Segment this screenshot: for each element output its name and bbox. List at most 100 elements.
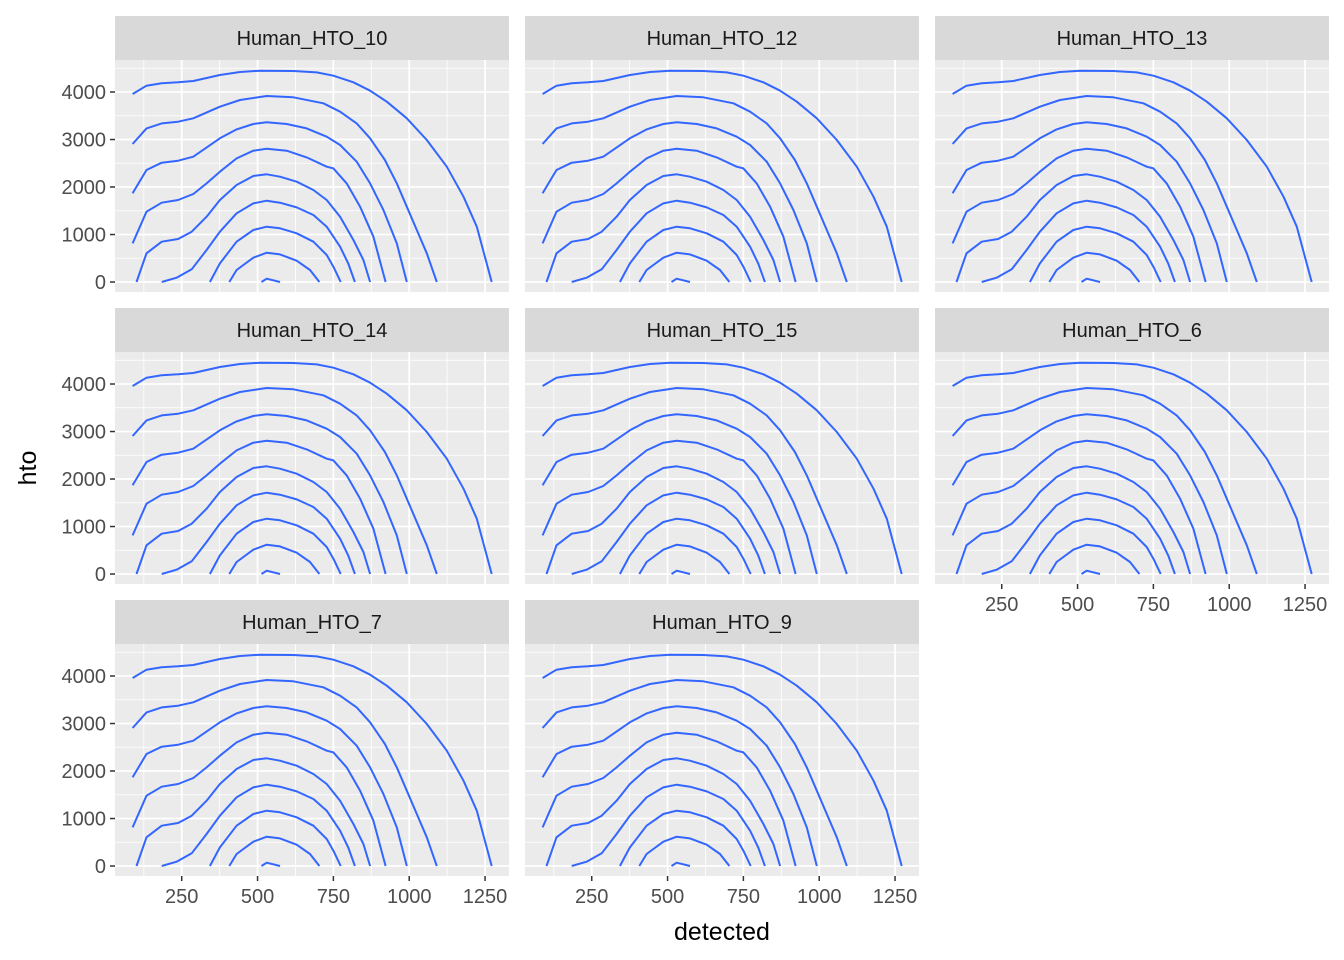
contour-line	[545, 757, 782, 867]
x-tick-label: 1000	[1207, 594, 1252, 616]
contour-line	[619, 517, 752, 575]
y-tick-label: 2000	[62, 761, 107, 783]
contour-line	[951, 387, 1258, 575]
contour-line	[955, 465, 1192, 575]
contour-line	[542, 653, 903, 867]
contour-line	[131, 731, 387, 867]
panel-background	[935, 60, 1329, 292]
facet-strip	[525, 600, 919, 644]
contour-line	[1029, 225, 1162, 283]
x-tick-label: 250	[165, 886, 198, 908]
x-tick-label: 750	[727, 886, 760, 908]
facet-strip	[115, 600, 509, 644]
y-tick-label: 3000	[62, 130, 107, 152]
facet-strip-label: Human_HTO_9	[652, 612, 792, 634]
contour-line	[571, 783, 766, 867]
y-tick-label: 0	[95, 564, 106, 586]
contour-line	[131, 679, 438, 867]
x-tick-label: 1000	[797, 886, 842, 908]
contour-line	[955, 173, 1192, 283]
contour-line	[1048, 543, 1141, 575]
y-tick-label: 2000	[62, 177, 107, 199]
contour-line	[132, 69, 493, 283]
facet-strip	[525, 308, 919, 352]
facet-strip-label: Human_HTO_15	[647, 320, 798, 342]
contour-line	[619, 809, 752, 867]
contour-line	[541, 705, 818, 867]
contour-line	[541, 731, 797, 867]
panel-background	[935, 352, 1329, 584]
contour-line	[951, 121, 1228, 283]
contour-line	[638, 835, 731, 867]
facet-panel: Human_HTO_14 0 1000 2000 3000 4000	[62, 308, 509, 586]
facet-strip-label: Human_HTO_13	[1057, 28, 1208, 50]
contour-line	[541, 439, 797, 575]
contour-line	[131, 147, 387, 283]
facet-panel: Human_HTO_10 0 1000 2000 3000 4000	[62, 16, 509, 294]
x-tick-label: 250	[575, 886, 608, 908]
contour-line	[228, 835, 321, 867]
facet-panel: Human_HTO_15	[525, 308, 919, 584]
x-tick-label: 1250	[463, 886, 508, 908]
panel-background	[115, 60, 509, 292]
contour-line	[228, 543, 321, 575]
contour-line	[132, 653, 493, 867]
contour-line	[161, 491, 356, 575]
contour-line	[260, 569, 281, 575]
facet-panel: Human_HTO_6 250 500 750 1000 1250	[935, 308, 1329, 616]
x-tick-label: 750	[317, 886, 350, 908]
contour-line	[670, 861, 691, 867]
contour-line	[545, 173, 782, 283]
y-tick-label: 0	[95, 856, 106, 878]
contour-line	[131, 439, 387, 575]
panel-background	[115, 644, 509, 876]
contour-line	[209, 225, 342, 283]
facet-strip-label: Human_HTO_10	[237, 28, 388, 50]
contour-line	[541, 121, 818, 283]
contour-line	[638, 543, 731, 575]
contour-line	[541, 387, 848, 575]
contour-line	[135, 465, 372, 575]
contour-line	[541, 95, 848, 283]
contour-line	[542, 361, 903, 575]
contour-line	[670, 277, 691, 283]
contour-line	[131, 95, 438, 283]
x-tick-label: 1000	[387, 886, 432, 908]
facet-panel: Human_HTO_9 250 500 750 1000 1250	[525, 600, 919, 908]
facet-strip	[115, 16, 509, 60]
y-tick-label: 4000	[62, 374, 107, 396]
contour-line	[209, 517, 342, 575]
contour-line	[619, 225, 752, 283]
x-tick-label: 1250	[1283, 594, 1328, 616]
y-tick-label: 3000	[62, 714, 107, 736]
contour-line	[951, 413, 1228, 575]
x-tick-label: 750	[1137, 594, 1170, 616]
y-tick-label: 4000	[62, 666, 107, 688]
contour-line	[571, 199, 766, 283]
contour-line	[131, 387, 438, 575]
contour-line	[952, 361, 1313, 575]
contour-line	[638, 251, 731, 283]
x-tick-label: 1250	[873, 886, 918, 908]
contour-line	[260, 861, 281, 867]
contour-line	[981, 199, 1176, 283]
y-tick-label: 3000	[62, 422, 107, 444]
facet-panel: Human_HTO_13	[935, 16, 1329, 292]
panel-background	[525, 644, 919, 876]
y-tick-label: 1000	[62, 809, 107, 831]
contour-line	[135, 757, 372, 867]
contour-line	[1080, 277, 1101, 283]
contour-line	[135, 173, 372, 283]
facet-strip-label: Human_HTO_12	[647, 28, 798, 50]
facet-strip-label: Human_HTO_14	[237, 320, 388, 342]
contour-line	[260, 277, 281, 283]
facet-strip	[115, 308, 509, 352]
contour-line	[131, 413, 408, 575]
contour-line	[951, 439, 1207, 575]
contour-line	[161, 783, 356, 867]
facet-strip	[525, 16, 919, 60]
y-tick-label: 1000	[62, 517, 107, 539]
facet-strip	[935, 308, 1329, 352]
facet-strip-label: Human_HTO_6	[1062, 320, 1202, 342]
contour-line	[670, 569, 691, 575]
